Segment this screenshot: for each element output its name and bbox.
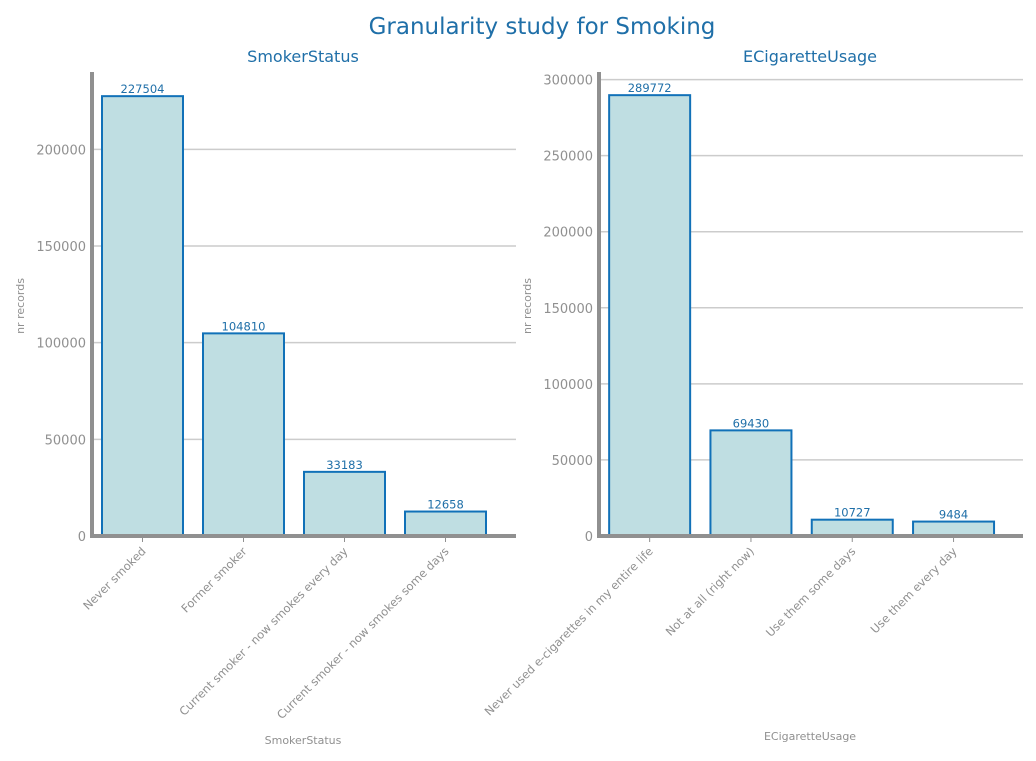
x-tick-label: Never used e-cigarettes in my entire lif… — [482, 544, 656, 718]
x-tick-label: Not at all (right now) — [663, 544, 757, 638]
y-tick-label: 150000 — [543, 302, 593, 317]
chart-smoker-status: SmokerStatus SmokerStatus nr records 0 50… — [14, 47, 516, 747]
bar — [709, 429, 793, 537]
y-tick-label: 50000 — [45, 433, 86, 448]
data-label: 10727 — [834, 506, 871, 520]
y-tick-label: 100000 — [543, 378, 593, 393]
y-tick-label: 300000 — [543, 74, 593, 89]
plot-area: 0 50000 100000 150000 200000 227504 Never smok… — [36, 72, 516, 722]
x-tick-label: Former smoker — [178, 544, 249, 615]
data-label: 227504 — [121, 82, 165, 96]
y-tick-label: 150000 — [36, 240, 86, 255]
y-tick-label: 200000 — [543, 226, 593, 241]
y-tick-label: 200000 — [36, 143, 86, 158]
y-axis-label: nr records — [14, 278, 27, 334]
x-axis-label: SmokerStatus — [265, 734, 342, 747]
x-tick-label: Use them some days — [763, 544, 858, 639]
y-tick-label: 0 — [78, 530, 86, 545]
data-label: 104810 — [222, 319, 266, 333]
bar — [608, 94, 692, 537]
data-label: 289772 — [628, 81, 672, 95]
y-tick-label: 50000 — [552, 454, 593, 469]
data-label: 12658 — [427, 498, 464, 512]
y-tick-label: 0 — [585, 530, 593, 545]
data-label: 9484 — [939, 508, 968, 522]
x-tick-label: Current smoker - now smokes some days — [274, 544, 452, 722]
data-label: 33183 — [326, 458, 363, 472]
x-tick-label: Never smoked — [80, 544, 148, 612]
bar — [404, 510, 487, 537]
y-tick-label: 250000 — [543, 150, 593, 165]
chart-title: SmokerStatus — [247, 47, 359, 66]
data-label: 69430 — [733, 416, 770, 430]
bar — [810, 518, 894, 538]
y-tick-label: 100000 — [36, 337, 86, 352]
bar — [202, 332, 285, 537]
x-tick-label: Use them every day — [868, 544, 960, 636]
bar — [912, 520, 996, 538]
y-axis-label: nr records — [521, 278, 534, 334]
bar — [101, 95, 184, 537]
bar — [303, 470, 386, 537]
chart-ecigarette-usage: ECigaretteUsage ECigaretteUsage nr recor… — [482, 47, 1023, 743]
x-tick-label: Current smoker - now smokes every day — [176, 544, 350, 718]
figure-title: Granularity study for Smoking — [369, 14, 716, 40]
x-axis-label: ECigaretteUsage — [764, 730, 856, 743]
chart-title: ECigaretteUsage — [743, 47, 877, 66]
plot-area: 0 50000 100000 150000 200000 250000 300000 2897… — [482, 72, 1023, 718]
